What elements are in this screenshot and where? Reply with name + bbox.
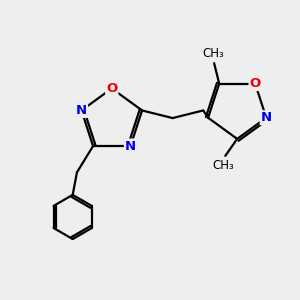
Text: N: N: [261, 111, 272, 124]
Text: N: N: [125, 140, 136, 152]
Text: O: O: [106, 82, 117, 95]
Text: O: O: [250, 77, 261, 90]
Text: N: N: [76, 104, 87, 117]
Text: CH₃: CH₃: [202, 47, 224, 60]
Text: CH₃: CH₃: [212, 159, 234, 172]
